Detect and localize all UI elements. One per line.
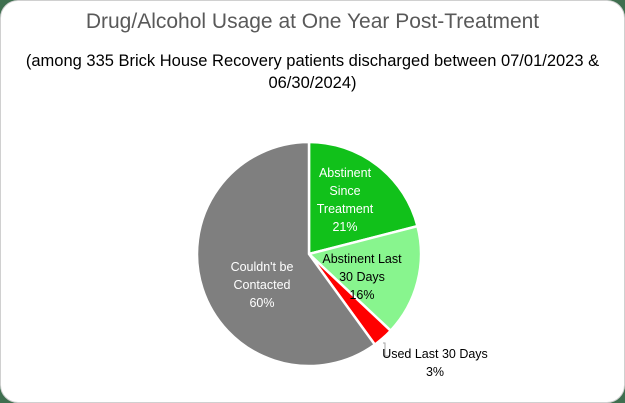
label-abstinent-last-30-days: Abstinent Last 30 Days 16% xyxy=(322,252,402,302)
slice-abstinent-last-30-days xyxy=(306,224,423,333)
slice-couldnt-be-contacted xyxy=(195,140,377,368)
chart-subtitle: (among 335 Brick House Recovery patients… xyxy=(10,50,615,94)
slice-abstinent-since-treatment xyxy=(307,140,420,256)
label-used-last-30-days: Used Last 30 Days 3% xyxy=(382,347,488,379)
subtitle-line-1: (among 335 Brick House Recovery patients… xyxy=(25,52,600,70)
subtitle-line-2: 06/30/2024) xyxy=(268,74,357,92)
label-abstinent-since-treatment: Abstinent Since Treatment 21% xyxy=(317,166,374,234)
chart-title: Drug/Alcohol Usage at One Year Post-Trea… xyxy=(85,10,540,33)
label-couldnt-be-contacted: Couldn't be Contacted 60% xyxy=(231,260,294,310)
callout-leader-line xyxy=(383,342,390,357)
